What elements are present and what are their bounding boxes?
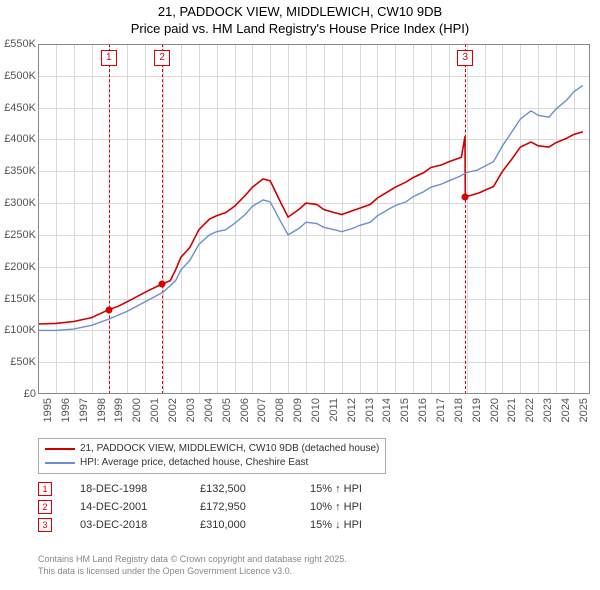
ytick-label: £0 [0,388,36,400]
legend-label-price-paid: 21, PADDOCK VIEW, MIDDLEWICH, CW10 9DB (… [80,442,379,456]
transaction-marker: 2 [38,500,52,514]
xtick-label: 2013 [364,398,376,422]
xtick-label: 1997 [78,398,90,422]
xtick-label: 2008 [274,398,286,422]
transaction-date: 03-DEC-2018 [80,519,200,531]
legend-label-hpi: HPI: Average price, detached house, Ches… [80,456,308,470]
transaction-row: 2 14-DEC-2001 £172,950 10% ↑ HPI [38,500,400,514]
xtick-label: 1995 [42,398,54,422]
transaction-row: 3 03-DEC-2018 £310,000 15% ↓ HPI [38,518,400,532]
ytick-label: £250K [0,229,36,241]
xtick-label: 2020 [489,398,501,422]
ytick-label: £550K [0,38,36,50]
xtick-label: 2018 [453,398,465,422]
xtick-label: 2011 [328,398,340,422]
legend: 21, PADDOCK VIEW, MIDDLEWICH, CW10 9DB (… [38,438,386,474]
ytick-label: £450K [0,102,36,114]
transaction-price: £172,950 [200,501,310,513]
ytick-label: £100K [0,324,36,336]
xtick-label: 2002 [167,398,179,422]
ytick-label: £150K [0,293,36,305]
legend-item-price-paid: 21, PADDOCK VIEW, MIDDLEWICH, CW10 9DB (… [45,442,379,456]
transaction-hpi: 15% ↓ HPI [310,519,400,531]
ytick-label: £350K [0,165,36,177]
xtick-label: 2014 [381,398,393,422]
xtick-label: 2023 [542,398,554,422]
xtick-label: 2005 [221,398,233,422]
xtick-label: 2024 [560,398,572,422]
transaction-hpi: 10% ↑ HPI [310,501,400,513]
xtick-label: 2000 [131,398,143,422]
xtick-label: 2025 [578,398,590,422]
xtick-label: 1996 [60,398,72,422]
transaction-marker: 3 [38,518,52,532]
transaction-date: 18-DEC-1998 [80,483,200,495]
transaction-price: £132,500 [200,483,310,495]
xtick-label: 1999 [113,398,125,422]
xtick-label: 2007 [256,398,268,422]
transaction-hpi: 15% ↑ HPI [310,483,400,495]
ytick-label: £400K [0,133,36,145]
chart-container: 21, PADDOCK VIEW, MIDDLEWICH, CW10 9DB P… [0,0,600,590]
xtick-label: 2003 [185,398,197,422]
xtick-label: 2009 [292,398,304,422]
title-block: 21, PADDOCK VIEW, MIDDLEWICH, CW10 9DB P… [0,0,600,36]
footnote: Contains HM Land Registry data © Crown c… [38,554,347,577]
xtick-label: 2001 [149,398,161,422]
ytick-label: £50K [0,356,36,368]
legend-swatch-price-paid [45,448,75,450]
xtick-label: 2022 [524,398,536,422]
ytick-label: £500K [0,70,36,82]
xtick-label: 2016 [417,398,429,422]
footnote-line1: Contains HM Land Registry data © Crown c… [38,554,347,566]
xtick-label: 2012 [346,398,358,422]
transaction-price: £310,000 [200,519,310,531]
footnote-line2: This data is licensed under the Open Gov… [38,566,347,578]
legend-item-hpi: HPI: Average price, detached house, Ches… [45,456,379,470]
legend-swatch-hpi [45,462,75,464]
plot-border [38,44,590,394]
xtick-label: 2004 [203,398,215,422]
ytick-label: £300K [0,197,36,209]
xtick-label: 2006 [239,398,251,422]
xtick-label: 2010 [310,398,322,422]
xtick-label: 1998 [96,398,108,422]
xtick-label: 2017 [435,398,447,422]
transaction-date: 14-DEC-2001 [80,501,200,513]
ytick-label: £200K [0,261,36,273]
xtick-label: 2019 [471,398,483,422]
title-line1: 21, PADDOCK VIEW, MIDDLEWICH, CW10 9DB [0,4,600,19]
xtick-label: 2021 [506,398,518,422]
transactions-table: 1 18-DEC-1998 £132,500 15% ↑ HPI 2 14-DE… [38,482,400,536]
title-line2: Price paid vs. HM Land Registry's House … [0,21,600,36]
transaction-row: 1 18-DEC-1998 £132,500 15% ↑ HPI [38,482,400,496]
transaction-marker: 1 [38,482,52,496]
xtick-label: 2015 [399,398,411,422]
